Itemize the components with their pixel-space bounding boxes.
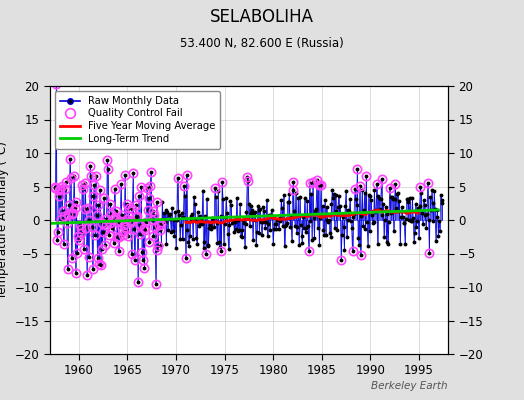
Y-axis label: Temperature Anomaly (°C): Temperature Anomaly (°C) xyxy=(0,141,9,299)
Text: SELABOLIHA: SELABOLIHA xyxy=(210,8,314,26)
Legend: Raw Monthly Data, Quality Control Fail, Five Year Moving Average, Long-Term Tren: Raw Monthly Data, Quality Control Fail, … xyxy=(55,91,220,148)
Text: Berkeley Earth: Berkeley Earth xyxy=(372,381,448,391)
Text: 53.400 N, 82.600 E (Russia): 53.400 N, 82.600 E (Russia) xyxy=(180,37,344,50)
